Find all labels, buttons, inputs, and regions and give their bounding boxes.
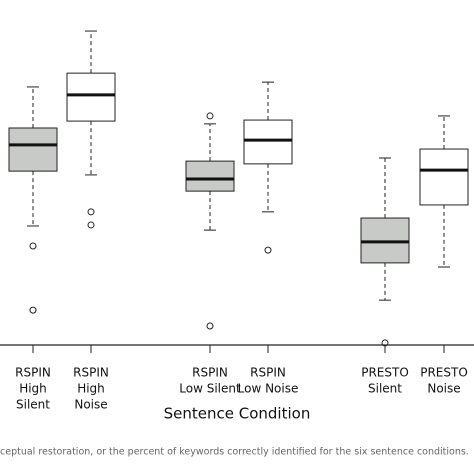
x-tick-label: PRESTO bbox=[420, 366, 468, 380]
outlier bbox=[206, 322, 214, 330]
outlier bbox=[29, 306, 37, 314]
outlier bbox=[206, 112, 214, 120]
box bbox=[8, 127, 58, 172]
x-tick-label: PRESTO bbox=[361, 366, 409, 380]
outlier bbox=[87, 221, 95, 229]
outlier bbox=[29, 242, 37, 250]
x-tick-label: Low Silent bbox=[179, 382, 241, 396]
x-tick-label: Noise bbox=[74, 398, 107, 412]
x-tick-label: RSPIN bbox=[250, 366, 286, 380]
box bbox=[185, 160, 235, 192]
x-tick-label: Silent bbox=[368, 382, 402, 396]
x-tick-label: Noise bbox=[427, 382, 460, 396]
box bbox=[66, 72, 116, 122]
x-tick-label: High bbox=[19, 382, 47, 396]
x-tick-label: RSPIN bbox=[15, 366, 51, 380]
box bbox=[419, 148, 469, 206]
outlier bbox=[264, 246, 272, 254]
x-tick-label: Silent bbox=[16, 398, 50, 412]
x-tick-label: Low Noise bbox=[238, 382, 299, 396]
x-tick-label: RSPIN bbox=[192, 366, 228, 380]
x-tick-label: RSPIN bbox=[73, 366, 109, 380]
box bbox=[243, 119, 293, 165]
outlier bbox=[381, 339, 389, 347]
outlier bbox=[87, 208, 95, 216]
x-axis-label: Sentence Condition bbox=[164, 405, 311, 423]
x-tick-label: High bbox=[77, 382, 105, 396]
caption: ceptual restoration, or the percent of k… bbox=[0, 447, 469, 458]
